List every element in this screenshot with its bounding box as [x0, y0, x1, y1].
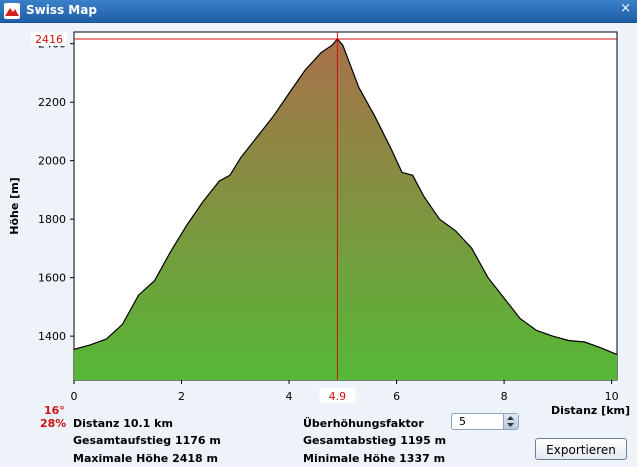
- total-ascent: Gesamtaufstieg 1176 m: [73, 434, 221, 447]
- x-tick-label: 6: [393, 390, 400, 403]
- exaggeration-label: Überhöhungsfaktor: [303, 417, 424, 430]
- elevation-chart-svg: 1400160018002000220024000246810Höhe [m]D…: [8, 31, 630, 417]
- slope-degrees: 16°: [44, 404, 65, 417]
- y-tick-label: 2200: [38, 96, 66, 109]
- max-height: Maximale Höhe 2418 m: [73, 452, 218, 465]
- export-button[interactable]: Exportieren: [535, 438, 627, 460]
- y-tick-label: 2000: [38, 155, 66, 168]
- x-axis-label: Distanz [km]: [551, 404, 630, 417]
- cursor-y-badge: [31, 32, 67, 47]
- slope-percent: 28%: [40, 417, 67, 430]
- x-tick-label: 4: [286, 390, 293, 403]
- y-axis-label: Höhe [m]: [8, 177, 21, 234]
- exaggeration-stepper[interactable]: 5: [451, 413, 519, 430]
- x-tick-label: 10: [605, 390, 619, 403]
- total-descent: Gesamtabstieg 1195 m: [303, 434, 447, 447]
- window-title: Swiss Map: [26, 3, 97, 17]
- window-titlebar: Swiss Map ×: [0, 0, 637, 23]
- cursor-y-label: 2416: [35, 33, 63, 46]
- swiss-map-app-icon: [4, 3, 20, 19]
- cursor-x-label: 4.9: [329, 390, 347, 403]
- distance-value: Distanz 10.1 km: [73, 417, 173, 430]
- x-tick-label: 2: [178, 390, 185, 403]
- cursor-x-badge: [319, 388, 356, 403]
- y-tick-label: 1400: [38, 330, 66, 343]
- elevation-area: [74, 39, 617, 380]
- elevation-chart[interactable]: 1400160018002000220024000246810Höhe [m]D…: [0, 22, 637, 420]
- stepper-arrows-icon[interactable]: [503, 414, 518, 429]
- y-tick-label: 1800: [38, 213, 66, 226]
- close-icon[interactable]: ×: [620, 1, 631, 16]
- x-tick-label: 8: [501, 390, 508, 403]
- y-tick-label: 1600: [38, 272, 66, 285]
- min-height: Minimale Höhe 1337 m: [303, 452, 446, 465]
- x-tick-label: 0: [71, 390, 78, 403]
- exaggeration-value: 5: [459, 415, 466, 428]
